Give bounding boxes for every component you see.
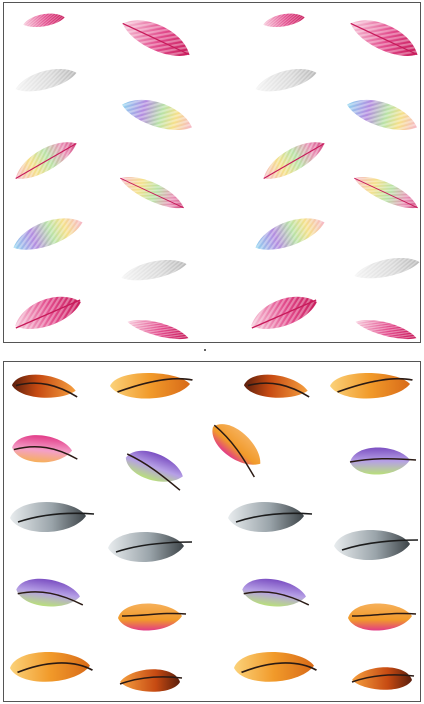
feather-orange — [110, 373, 193, 399]
feather-pink — [127, 319, 189, 340]
feather-orange — [234, 652, 317, 682]
pastel-feather-panel — [3, 2, 421, 343]
feather-violet — [242, 578, 310, 607]
feather-rainbow — [255, 218, 325, 250]
feather-rainbow — [13, 218, 83, 250]
feather-violet — [349, 447, 417, 475]
feather-orange — [330, 373, 413, 399]
feather-rainbow — [120, 177, 184, 209]
feather-pink — [263, 13, 305, 27]
feather-gray-quill — [10, 502, 95, 533]
feather-dark-orange — [351, 667, 415, 690]
feather-orange-magenta — [212, 424, 261, 478]
warm-feather-artwork — [10, 373, 419, 692]
feather-violet — [125, 450, 183, 491]
feather-gray — [255, 69, 317, 92]
warm-feather-panel — [3, 361, 421, 702]
feather-pink — [355, 319, 417, 340]
feather-gray — [15, 69, 77, 92]
feather-pink — [122, 20, 190, 56]
feather-pink — [23, 13, 65, 27]
feather-orange-magenta — [118, 603, 187, 631]
feather-gray-quill — [228, 502, 313, 533]
feather-orange — [10, 652, 93, 682]
feather-violet — [16, 578, 84, 607]
feather-rainbow — [122, 99, 192, 130]
feather-rainbow — [347, 99, 417, 130]
feather-rainbow — [263, 142, 325, 179]
pastel-feather-artwork — [13, 13, 420, 340]
feather-gray-quill — [108, 532, 193, 563]
feather-gray-quill — [334, 530, 419, 561]
feather-orange-magenta — [348, 603, 417, 631]
separator-dot — [204, 349, 206, 351]
feather-gray — [121, 260, 187, 281]
feather-pink — [251, 296, 317, 329]
feather-rainbow — [15, 142, 77, 179]
feather-dark-orange — [11, 374, 78, 398]
feather-pink — [350, 20, 418, 56]
feather-rainbow — [354, 177, 418, 209]
feather-dark-orange — [119, 669, 183, 692]
feather-dark-orange — [243, 374, 310, 398]
feather-pink — [15, 296, 81, 329]
feather-gray — [354, 258, 420, 279]
feather-magenta — [12, 435, 78, 463]
